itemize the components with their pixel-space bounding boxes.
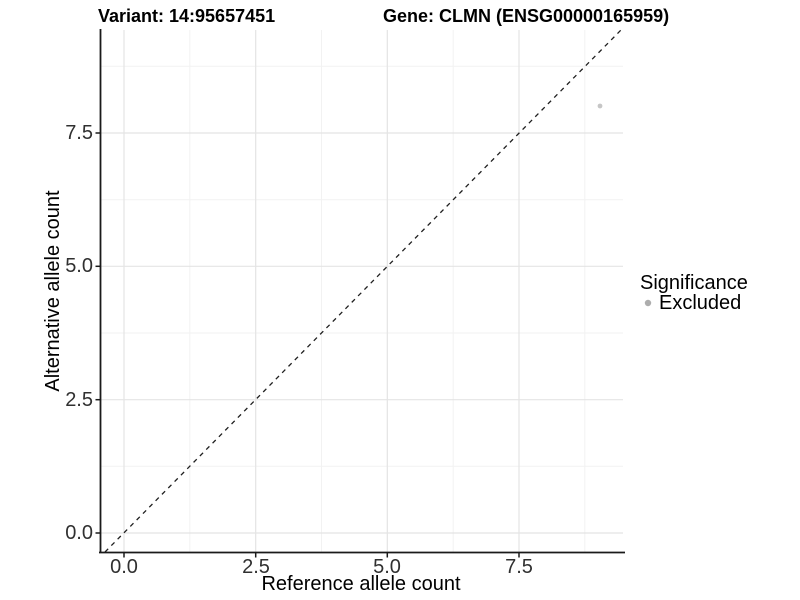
gridlines-minor xyxy=(100,30,623,552)
y-tick-label: 5.0 xyxy=(65,255,93,277)
x-axis-tick-marks xyxy=(123,553,520,558)
y-tick-label: 0.0 xyxy=(65,522,93,544)
y-tick-label: 7.5 xyxy=(65,122,93,144)
gridlines-major xyxy=(100,30,623,552)
plot-title-gene: Gene: CLMN (ENSG00000165959) xyxy=(383,6,670,26)
data-point xyxy=(597,103,603,109)
x-tick-label: 7.5 xyxy=(505,556,533,578)
legend-item-label: Excluded xyxy=(659,292,742,314)
y-tick-label: 2.5 xyxy=(65,389,93,411)
y-axis-title: Alternative allele count xyxy=(42,190,64,392)
x-tick-label: 5.0 xyxy=(373,556,401,578)
x-axis-title: Reference allele count xyxy=(261,573,461,595)
x-tick-label: 2.5 xyxy=(242,556,270,578)
identity-reference-line xyxy=(104,29,622,553)
x-tick-label: 0.0 xyxy=(110,556,138,578)
plot-title-variant: Variant: 14:95657451 xyxy=(98,6,276,26)
y-axis-tick-marks xyxy=(95,132,100,534)
legend-title: Significance xyxy=(640,272,748,294)
legend-point-icon xyxy=(644,299,652,307)
